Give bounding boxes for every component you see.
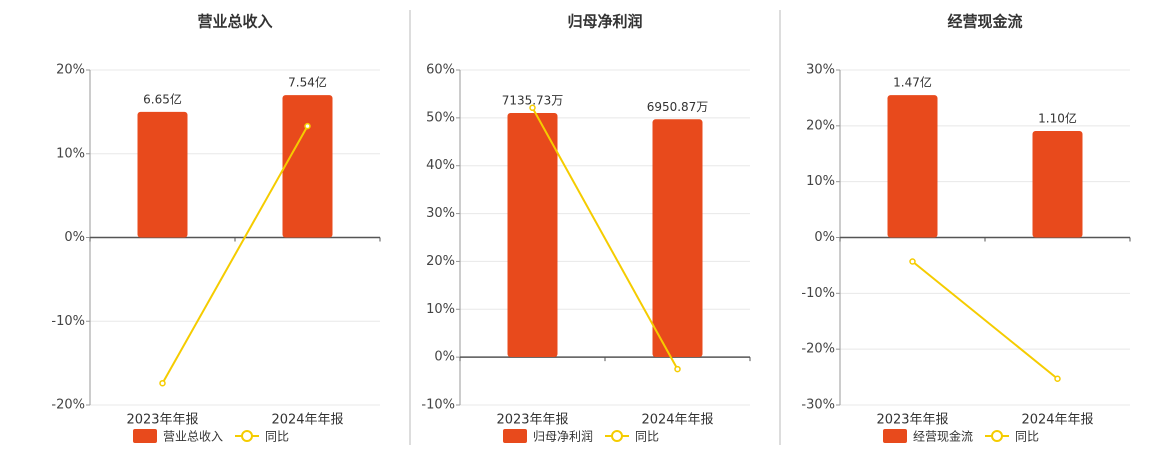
x-tick-label: 2023年年报	[876, 413, 948, 428]
x-tick-label: 2023年年报	[126, 413, 198, 428]
chart-title: 归母净利润	[567, 13, 642, 31]
line	[531, 107, 679, 370]
value-label: 6950.87万	[647, 100, 709, 114]
bar	[507, 112, 558, 357]
y-tick-label: 20%	[56, 63, 85, 78]
line	[161, 125, 309, 384]
point	[304, 122, 311, 130]
legend-label: 经营现金流	[913, 429, 973, 444]
chart-title: 营业总收入	[197, 13, 272, 31]
y-tick-label: 30%	[806, 63, 835, 78]
legend-marker	[991, 430, 1003, 442]
point	[909, 258, 916, 265]
point	[159, 379, 166, 387]
bar	[282, 95, 333, 238]
y-tick-label: -30%	[801, 398, 835, 413]
legend-label: 同比	[265, 430, 289, 444]
value-label: 7.54亿	[288, 75, 327, 90]
value-label: 1.10亿	[1038, 110, 1077, 125]
value-label: 7135.73万	[502, 93, 564, 107]
point	[1054, 375, 1061, 383]
value-label: 1.47亿	[893, 75, 932, 90]
y-tick-label: 0%	[64, 230, 85, 245]
y-tick-label: 0%	[814, 230, 835, 245]
legend-marker	[611, 430, 623, 442]
y-tick-label: 20%	[806, 118, 835, 133]
legend-swatch	[883, 429, 907, 443]
value-label: 6.65亿	[143, 91, 182, 106]
bar	[137, 111, 188, 238]
legend-label: 同比	[635, 430, 659, 444]
y-tick-label: 0%	[434, 350, 455, 365]
legend-marker	[241, 430, 253, 442]
y-tick-label: -20%	[801, 342, 835, 357]
bar	[652, 119, 703, 357]
line	[911, 260, 1059, 380]
x-tick-label: 2024年年报	[641, 413, 713, 428]
y-tick-label: 10%	[426, 302, 455, 317]
bar	[887, 95, 938, 238]
y-tick-label: 60%	[426, 63, 455, 78]
y-tick-label: 30%	[426, 206, 455, 221]
x-tick-label: 2024年年报	[1021, 413, 1093, 428]
y-tick-label: -10%	[801, 286, 835, 301]
y-tick-label: 40%	[426, 158, 455, 173]
chart-title: 经营现金流	[947, 13, 1022, 31]
legend-label: 营业总收入	[163, 430, 223, 444]
y-tick-label: -10%	[421, 398, 455, 413]
y-tick-label: 20%	[426, 254, 455, 269]
x-tick-label: 2023年年报	[496, 413, 568, 428]
y-tick-label: 10%	[56, 146, 85, 161]
point	[529, 104, 536, 112]
legend-label: 归母净利润	[533, 430, 593, 444]
x-tick-label: 2024年年报	[271, 413, 343, 428]
y-tick-label: -10%	[51, 314, 85, 329]
point	[674, 365, 681, 373]
y-tick-label: 50%	[426, 110, 455, 125]
legend-swatch	[503, 429, 527, 443]
legend-label: 同比	[1015, 430, 1039, 444]
y-tick-label: -20%	[51, 398, 85, 413]
y-tick-label: 10%	[806, 174, 835, 189]
legend-swatch	[133, 429, 157, 443]
bar	[1032, 130, 1083, 238]
